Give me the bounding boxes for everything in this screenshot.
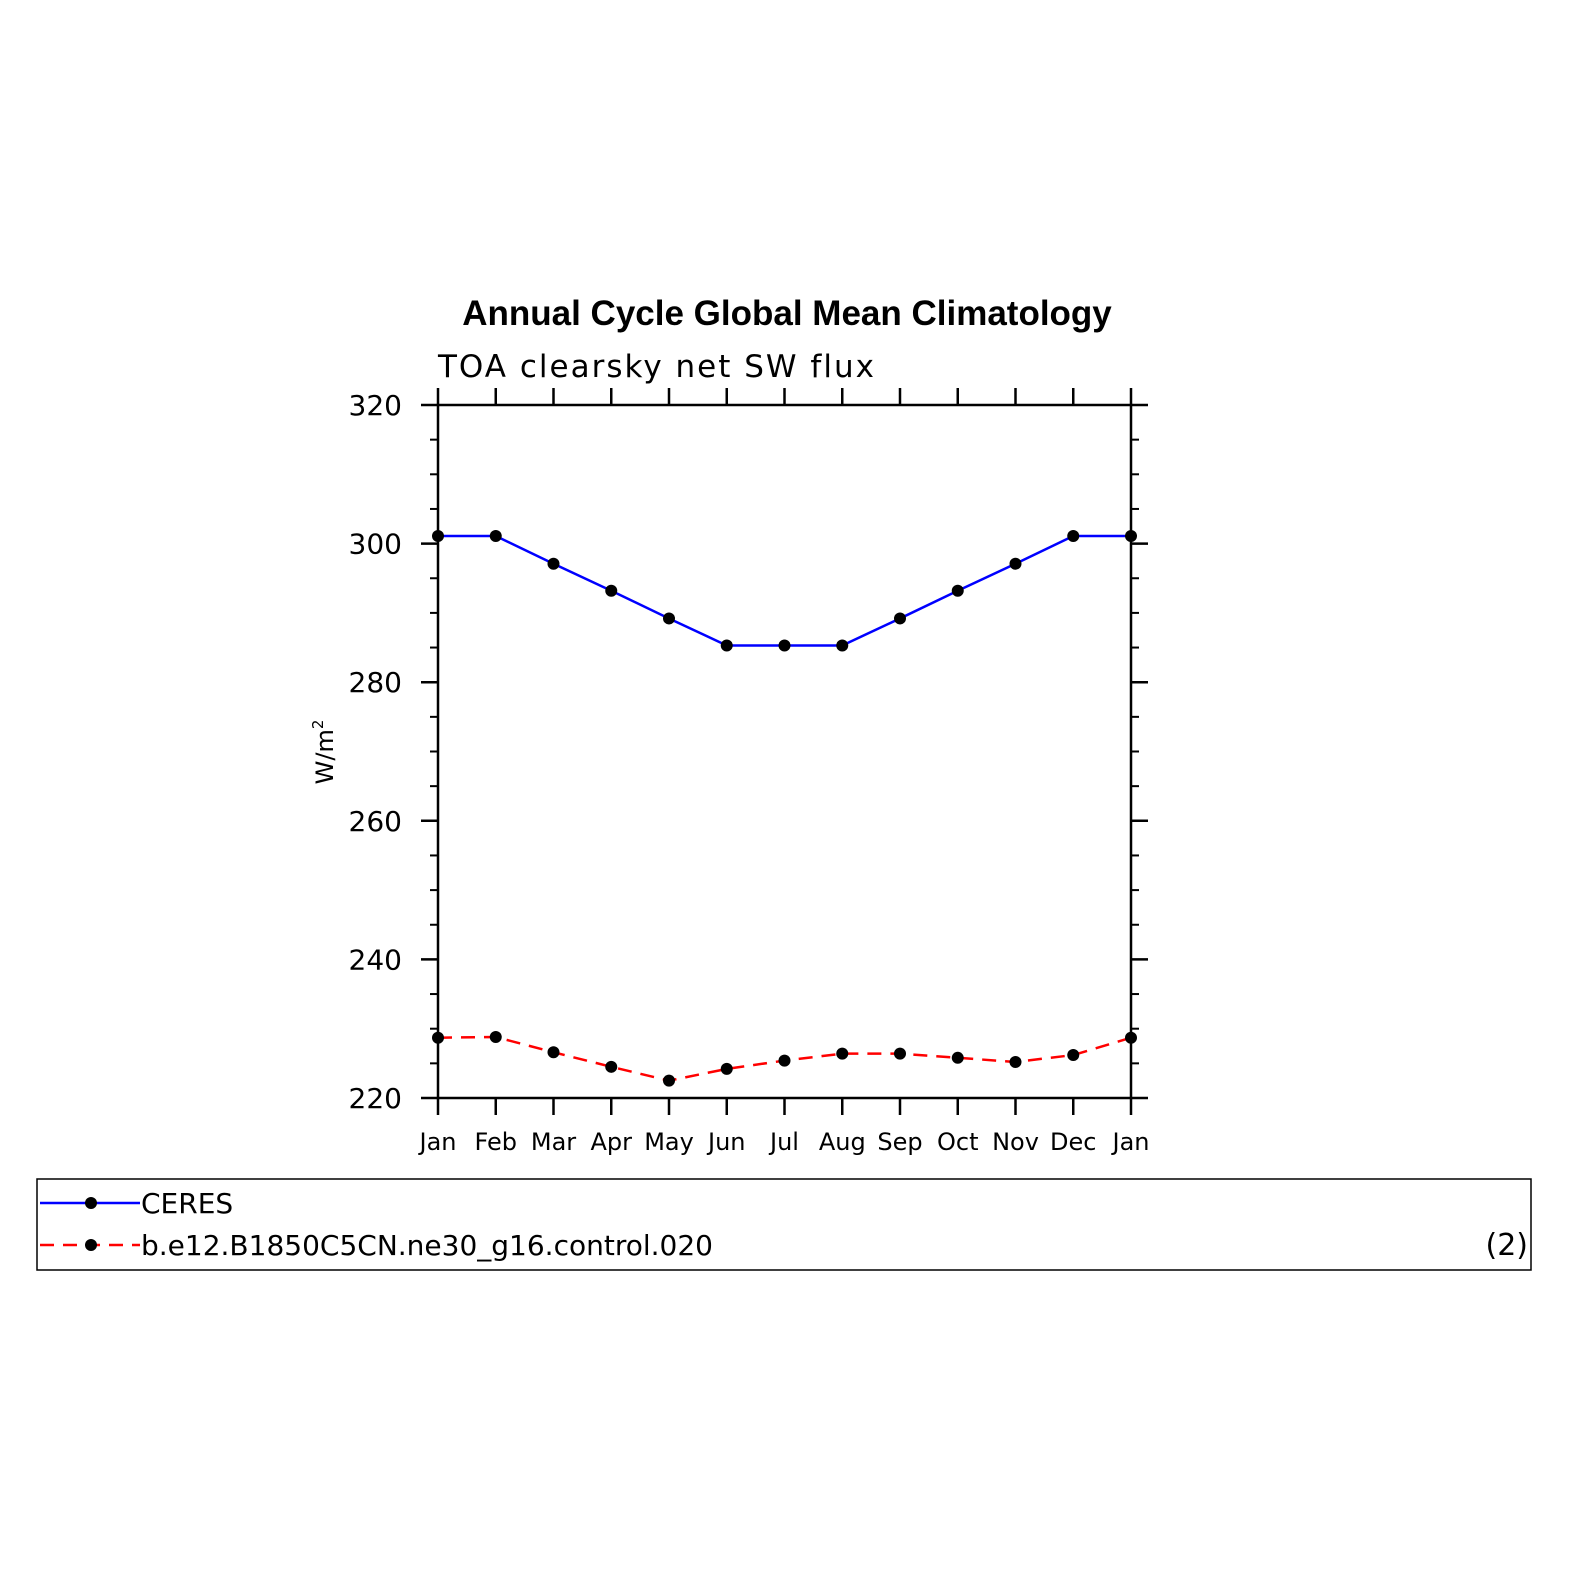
- series-1-marker: [951, 584, 964, 597]
- x-tick-label: Mar: [531, 1128, 576, 1156]
- x-tick-label: Jan: [418, 1128, 457, 1156]
- y-axis-label-text: W/m: [311, 729, 339, 784]
- legend-box: [36, 1178, 1532, 1271]
- y-tick-label: 240: [349, 943, 402, 976]
- x-tick-label: Feb: [475, 1128, 518, 1156]
- y-axis-label: W/m2: [309, 720, 339, 785]
- series-1-marker: [663, 612, 675, 625]
- series-1-marker: [432, 529, 444, 542]
- x-tick-label: Jan: [1111, 1128, 1150, 1156]
- x-tick-label: Jul: [768, 1128, 799, 1156]
- series-1-marker: [1067, 529, 1080, 542]
- plot-frame: [436, 403, 1133, 1100]
- series-1-marker: [1009, 557, 1022, 570]
- chart-subtitle: TOA clearsky net SW flux: [437, 349, 876, 385]
- series-1-marker: [778, 639, 791, 652]
- y-axis-label-superscript: 2: [309, 720, 327, 730]
- x-tick-label: Aug: [819, 1128, 866, 1156]
- y-tick-label: 260: [349, 805, 402, 838]
- y-tick-label: 220: [349, 1082, 402, 1115]
- series-2-marker: [605, 1060, 618, 1073]
- legend-marker-2: [85, 1239, 97, 1251]
- series-1-marker: [894, 612, 906, 625]
- series-1-marker: [547, 557, 560, 570]
- series-layer: [432, 529, 1137, 1087]
- x-tick-label: Dec: [1050, 1128, 1096, 1156]
- series-2-marker: [663, 1074, 675, 1087]
- y-tick-label: 280: [349, 666, 402, 699]
- series-1-marker: [489, 529, 502, 542]
- chart-title: Annual Cycle Global Mean Climatology: [462, 294, 1112, 333]
- x-tick-label: Sep: [877, 1128, 922, 1156]
- series-2-marker: [489, 1031, 502, 1044]
- x-tick-label: Oct: [937, 1128, 979, 1156]
- series-2-marker: [720, 1062, 733, 1075]
- legend-marker-1: [85, 1197, 97, 1209]
- series-2-marker: [432, 1031, 444, 1044]
- series-2-marker: [836, 1047, 849, 1060]
- series-2-marker: [894, 1047, 906, 1060]
- series-2-marker: [547, 1046, 560, 1059]
- series-1-marker: [720, 639, 733, 652]
- x-tick-label: Nov: [992, 1128, 1039, 1156]
- series-2-marker: [1125, 1031, 1137, 1044]
- y-tick-label: 300: [349, 528, 402, 561]
- series-line-1: [438, 534, 1131, 647]
- series-2-marker: [951, 1051, 964, 1064]
- series-1-marker: [836, 639, 849, 652]
- legend-panel-label: (2): [1486, 1228, 1529, 1263]
- legend-label-2: b.e12.B1850C5CN.ne30_g16.control.020: [141, 1229, 713, 1262]
- series-1-marker: [605, 584, 618, 597]
- x-tick-label: May: [644, 1128, 694, 1156]
- legend: (2) CERES b.e12.B1850C5CN.ne30_g16.contro…: [36, 1178, 1532, 1271]
- axes: 220 240 260 280 300 320 Jan Feb Mar Apr May Jun Jul A…: [349, 388, 1150, 1156]
- legend-label-1: CERES: [141, 1187, 233, 1220]
- y-tick-label: 320: [349, 389, 402, 422]
- series-2-marker: [1009, 1055, 1022, 1068]
- series-1-marker: [1125, 529, 1137, 542]
- x-tick-label: Jun: [706, 1128, 746, 1156]
- series-2-marker: [1067, 1049, 1080, 1062]
- series-2-marker: [778, 1054, 791, 1067]
- x-tick-label: Apr: [590, 1128, 632, 1156]
